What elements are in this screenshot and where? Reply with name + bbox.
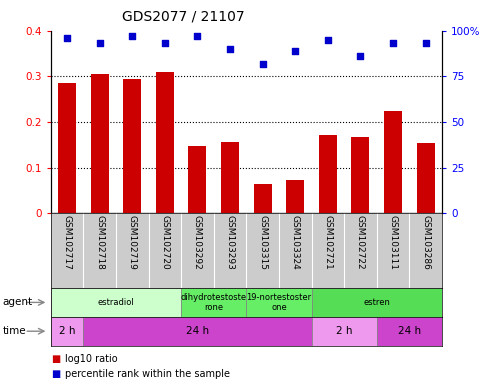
Bar [123,79,141,213]
Text: GSM102721: GSM102721 [323,215,332,270]
Bar [91,74,109,213]
Bar [58,83,76,213]
Point [96,40,103,46]
Text: time: time [2,326,26,336]
Point [324,37,332,43]
Bar [417,143,435,213]
Bar [254,184,271,213]
Point [291,48,299,54]
Text: GSM102722: GSM102722 [356,215,365,270]
Bar [384,111,402,213]
Text: 24 h: 24 h [186,326,209,336]
Bar [312,317,377,346]
Text: GSM103324: GSM103324 [291,215,300,270]
Bar [286,180,304,213]
Text: GSM103286: GSM103286 [421,215,430,270]
Text: GDS2077 / 21107: GDS2077 / 21107 [122,10,245,23]
Text: agent: agent [2,297,32,308]
Text: GSM103292: GSM103292 [193,215,202,270]
Text: GSM102718: GSM102718 [95,215,104,270]
Text: dihydrotestoste
rone: dihydrotestoste rone [181,293,247,312]
Text: percentile rank within the sample: percentile rank within the sample [65,369,230,379]
Bar [181,288,246,317]
Text: ■: ■ [51,354,60,364]
Text: log10 ratio: log10 ratio [65,354,118,364]
Bar [156,72,174,213]
Point [356,53,364,60]
Text: GSM103315: GSM103315 [258,215,267,270]
Text: estren: estren [363,298,390,307]
Bar [246,288,312,317]
Bar [51,288,181,317]
Bar [352,137,369,213]
Text: 19-nortestoster
one: 19-nortestoster one [246,293,312,312]
Point [63,35,71,41]
Point [194,33,201,39]
Bar [51,317,84,346]
Point [422,40,429,46]
Text: 24 h: 24 h [398,326,421,336]
Text: GSM102720: GSM102720 [160,215,170,270]
Text: ■: ■ [51,369,60,379]
Point [161,40,169,46]
Text: GSM102719: GSM102719 [128,215,137,270]
Point [128,33,136,39]
Bar [221,142,239,213]
Point [389,40,397,46]
Text: GSM103111: GSM103111 [388,215,398,270]
Bar [188,146,206,213]
Text: 2 h: 2 h [336,326,353,336]
Bar [312,288,442,317]
Bar [377,317,442,346]
Text: GSM103293: GSM103293 [226,215,235,270]
Point [259,61,267,67]
Text: estradiol: estradiol [98,298,134,307]
Text: GSM102717: GSM102717 [62,215,71,270]
Text: 2 h: 2 h [59,326,75,336]
Point [226,46,234,52]
Bar [319,135,337,213]
Bar [84,317,312,346]
